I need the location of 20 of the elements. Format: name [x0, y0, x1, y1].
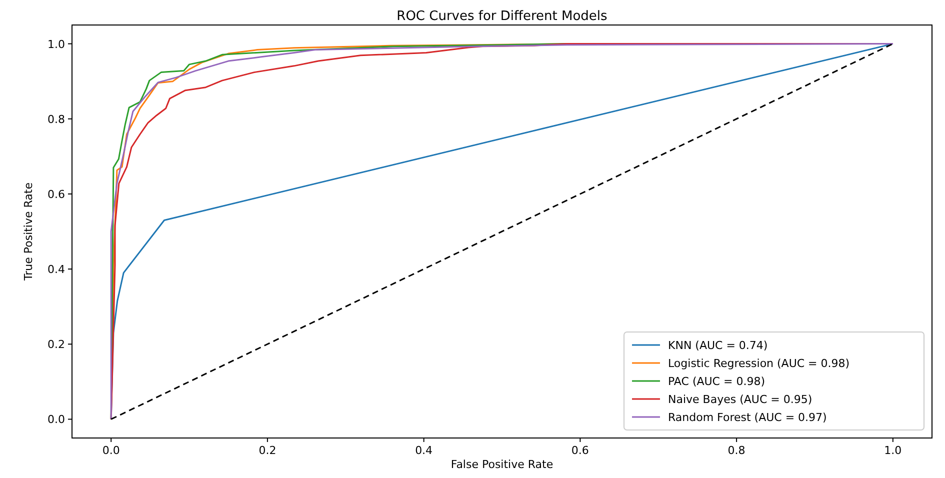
- y-tick-label: 1.0: [48, 38, 65, 51]
- legend-label: Logistic Regression (AUC = 0.98): [668, 357, 850, 370]
- x-tick-label: 1.0: [884, 444, 902, 457]
- x-axis-title: False Positive Rate: [450, 458, 554, 471]
- x-tick-label: 0.4: [415, 444, 433, 457]
- y-tick-label: 0.2: [48, 338, 65, 352]
- x-tick-label: 0.0: [102, 444, 120, 457]
- x-tick-label: 0.2: [258, 444, 276, 457]
- y-tick-label: 0.0: [48, 413, 65, 426]
- x-tick-label: 0.8: [728, 444, 746, 457]
- y-tick-label: 0.4: [48, 263, 65, 276]
- legend-label: Random Forest (AUC = 0.97): [668, 411, 827, 424]
- y-tick-label: 0.8: [48, 112, 65, 126]
- y-tick-label: 0.6: [48, 188, 65, 201]
- legend-label: KNN (AUC = 0.74): [668, 339, 768, 352]
- y-axis-title: True Positive Rate: [22, 182, 35, 282]
- legend-label: Naive Bayes (AUC = 0.95): [668, 393, 812, 406]
- legend-label: PAC (AUC = 0.98): [668, 375, 765, 388]
- chart-title: ROC Curves for Different Models: [396, 9, 608, 24]
- x-tick-label: 0.6: [571, 444, 589, 457]
